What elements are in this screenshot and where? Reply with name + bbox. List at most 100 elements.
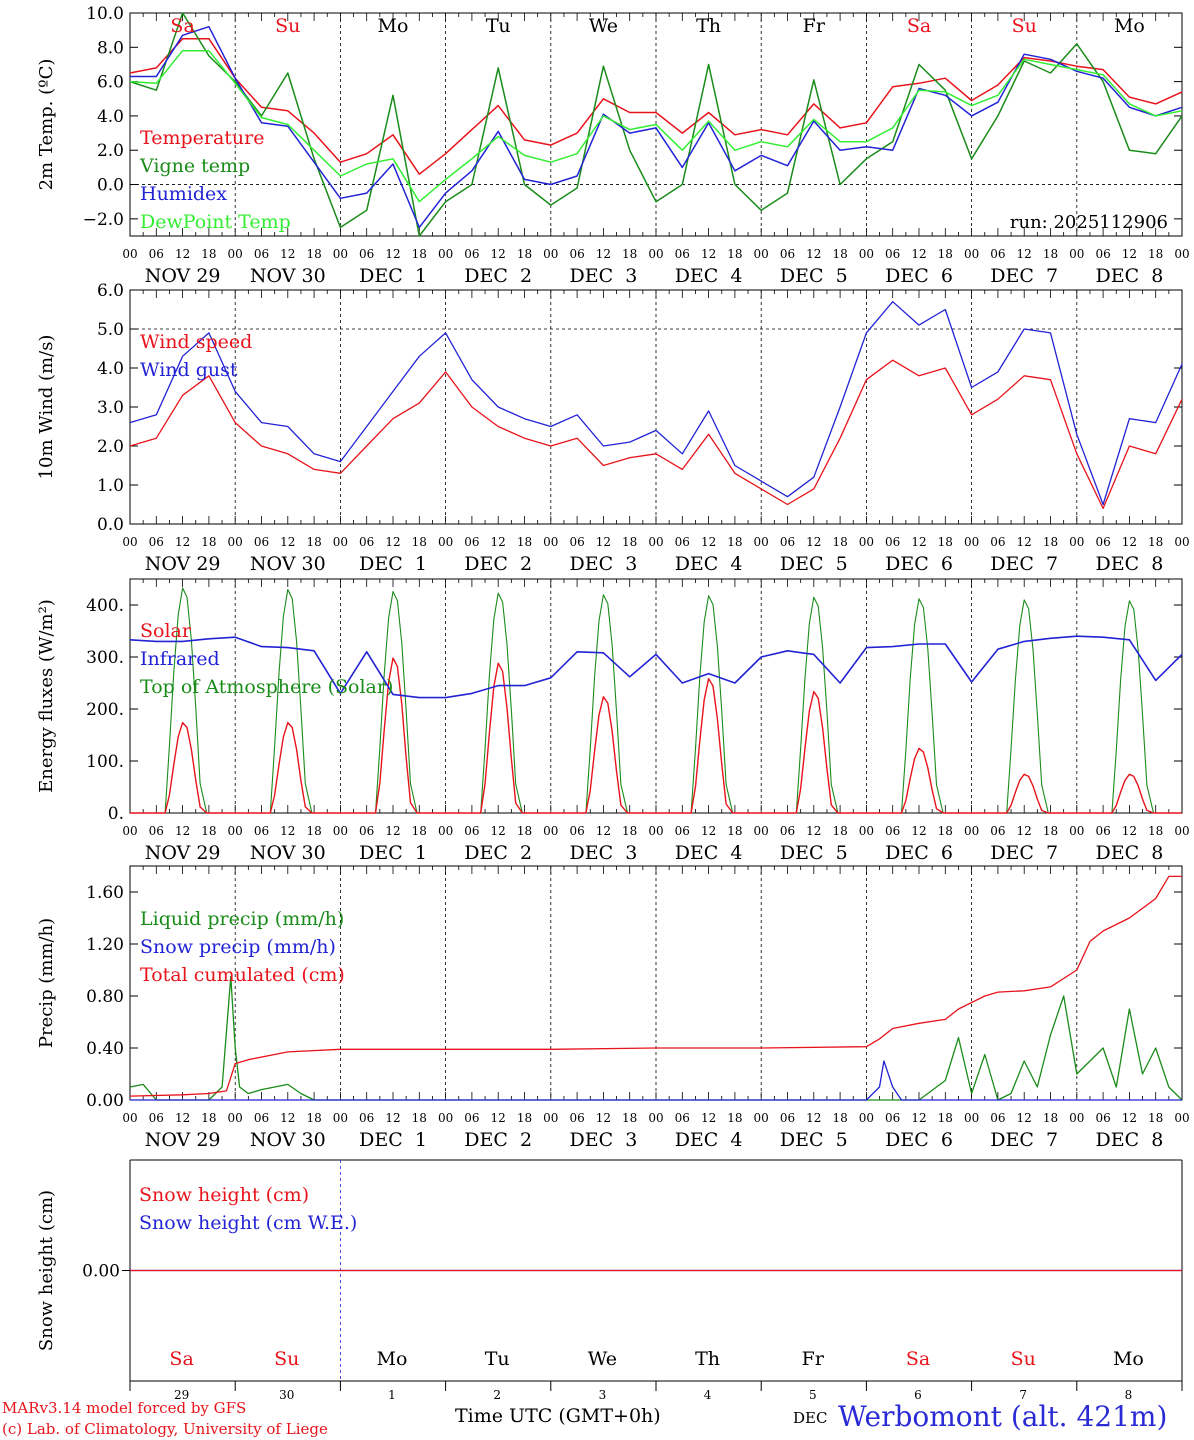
hour-tick-label: 00 <box>122 535 137 549</box>
day-date-label: DEC 2 <box>464 265 532 287</box>
day-date-label: DEC 7 <box>990 842 1058 864</box>
series-line-infrared <box>129 635 1183 699</box>
legend-entry: Liquid precip (mm/h) <box>140 908 344 930</box>
hour-tick-label: 00 <box>754 1111 769 1125</box>
y-tick-label: 1.20 <box>86 935 124 955</box>
hour-tick-label: 12 <box>911 535 926 549</box>
series-line-dewpoint-temp <box>129 49 1183 203</box>
weekday-label: Mo <box>377 1348 408 1370</box>
hour-tick-label: 18 <box>832 824 847 838</box>
hour-tick-label: 18 <box>201 824 216 838</box>
hour-tick-label: 18 <box>517 1111 532 1125</box>
hour-tick-label: 12 <box>280 824 295 838</box>
day-date-label: DEC 8 <box>1095 842 1163 864</box>
hour-tick-label: 18 <box>938 824 953 838</box>
hour-tick-label: 06 <box>675 535 690 549</box>
hour-tick-label: 06 <box>885 535 900 549</box>
hour-tick-label: 06 <box>675 1111 690 1125</box>
day-date-label: DEC 4 <box>675 842 743 864</box>
y-tick-label: −2.0 <box>83 210 124 230</box>
day-date-label: DEC 8 <box>1095 553 1163 575</box>
hour-tick-label: 00 <box>543 247 558 261</box>
y-axis-title: Precip (mm/h) <box>36 918 57 1048</box>
hour-tick-label: 18 <box>727 1111 742 1125</box>
hour-tick-label: 12 <box>806 1111 821 1125</box>
weekday-label: Sa <box>170 15 194 37</box>
hour-tick-label: 06 <box>780 1111 795 1125</box>
day-number-label: 6 <box>914 1388 922 1402</box>
day-date-label: DEC 2 <box>464 842 532 864</box>
hour-tick-label: 06 <box>990 535 1005 549</box>
y-tick-label: 0. <box>108 804 124 824</box>
hour-tick-label: 12 <box>1017 1111 1032 1125</box>
hour-tick-label: 00 <box>754 535 769 549</box>
hour-tick-label: 00 <box>648 247 663 261</box>
day-number-label: 30 <box>279 1388 294 1402</box>
y-tick-label: 2.0 <box>97 141 124 161</box>
hour-tick-label: 06 <box>1095 535 1110 549</box>
hour-tick-label: 18 <box>622 1111 637 1125</box>
hour-tick-label: 06 <box>569 824 584 838</box>
hour-tick-label: 12 <box>1122 1111 1137 1125</box>
hour-tick-label: 18 <box>517 824 532 838</box>
weekday-label: Su <box>1011 1348 1036 1370</box>
hour-tick-label: 18 <box>938 247 953 261</box>
hour-tick-label: 06 <box>990 1111 1005 1125</box>
hour-tick-label: 18 <box>1148 535 1163 549</box>
y-tick-label: 200. <box>86 700 124 720</box>
y-tick-label: 0.80 <box>86 987 124 1007</box>
hour-tick-label: 00 <box>1174 824 1189 838</box>
weekday-label: We <box>589 15 618 37</box>
hour-tick-label: 12 <box>596 824 611 838</box>
hour-tick-label: 18 <box>938 535 953 549</box>
hour-tick-label: 12 <box>1122 535 1137 549</box>
hour-tick-label: 00 <box>964 535 979 549</box>
hour-tick-label: 18 <box>832 535 847 549</box>
hour-tick-label: 18 <box>201 247 216 261</box>
day-date-label: NOV 30 <box>250 553 326 575</box>
day-date-label: DEC 3 <box>569 842 637 864</box>
hour-tick-label: 18 <box>306 824 321 838</box>
hour-tick-label: 00 <box>333 824 348 838</box>
hour-tick-label: 18 <box>832 1111 847 1125</box>
hour-tick-label: 00 <box>228 1111 243 1125</box>
hour-tick-label: 18 <box>1043 1111 1058 1125</box>
day-date-label: DEC 5 <box>780 265 848 287</box>
hour-tick-label: 06 <box>464 824 479 838</box>
panel-precip <box>129 865 1183 1101</box>
day-date-label: DEC 1 <box>359 1129 427 1151</box>
y-axis-title: Snow height (cm) <box>36 1190 57 1351</box>
month-label: DEC <box>793 1409 828 1427</box>
day-date-label: DEC 5 <box>780 1129 848 1151</box>
hour-tick-label: 00 <box>1069 1111 1084 1125</box>
day-number-label: 7 <box>1019 1388 1027 1402</box>
hour-tick-label: 18 <box>622 824 637 838</box>
day-date-label: DEC 2 <box>464 553 532 575</box>
hour-tick-label: 12 <box>701 535 716 549</box>
hour-tick-label: 12 <box>175 247 190 261</box>
y-tick-label: 8.0 <box>97 38 124 58</box>
weekday-label: Fr <box>802 1348 825 1370</box>
weekday-label: We <box>588 1348 617 1370</box>
weekday-label: Mo <box>1113 1348 1144 1370</box>
day-date-label: DEC 5 <box>780 553 848 575</box>
day-date-label: DEC 8 <box>1095 1129 1163 1151</box>
hour-tick-label: 18 <box>1043 535 1058 549</box>
y-tick-label: 0.0 <box>97 176 124 196</box>
hour-tick-label: 00 <box>859 1111 874 1125</box>
hour-tick-label: 12 <box>806 535 821 549</box>
hour-tick-label: 06 <box>885 824 900 838</box>
day-date-label: DEC 4 <box>675 553 743 575</box>
weekday-label: Sa <box>169 1348 193 1370</box>
hour-tick-label: 12 <box>1017 824 1032 838</box>
hour-tick-label: 00 <box>1174 1111 1189 1125</box>
hour-tick-label: 06 <box>254 824 269 838</box>
hour-tick-label: 00 <box>964 824 979 838</box>
day-date-label: DEC 3 <box>569 265 637 287</box>
legend-entry: Wind gust <box>140 359 238 381</box>
hour-tick-label: 06 <box>254 1111 269 1125</box>
hour-tick-label: 18 <box>727 247 742 261</box>
y-tick-label: 400. <box>86 596 124 616</box>
hour-tick-label: 06 <box>569 1111 584 1125</box>
hour-tick-label: 18 <box>1043 247 1058 261</box>
